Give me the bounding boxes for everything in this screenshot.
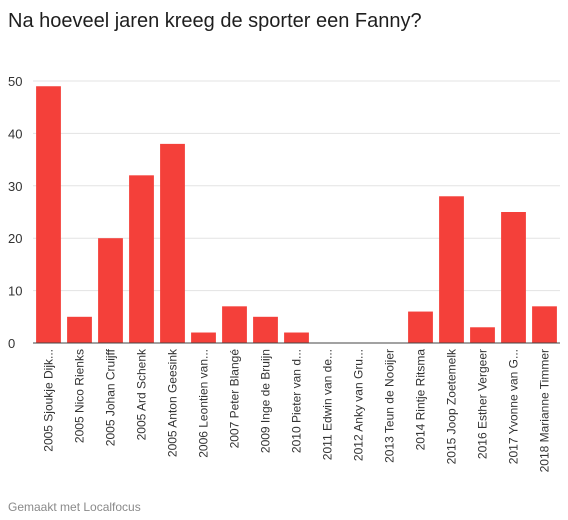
- y-tick-label: 50: [8, 74, 22, 89]
- x-tick-label: 2005 Sjoukje Dijk...: [42, 349, 56, 452]
- bar: [67, 316, 92, 343]
- bar: [408, 311, 433, 343]
- x-tick-label: 2018 Marianne Timmer: [538, 349, 552, 472]
- x-tick-label: 2015 Joop Zoetemelk: [445, 348, 459, 464]
- bar: [98, 238, 123, 343]
- bar: [501, 212, 526, 343]
- x-tick-label: 2014 Rintje Ritsma: [414, 349, 428, 451]
- bar: [284, 332, 309, 343]
- bar: [439, 196, 464, 343]
- y-tick-label: 0: [8, 336, 15, 351]
- gridlines: [33, 80, 560, 292]
- x-tick-label: 2011 Edwin van de...: [321, 349, 335, 460]
- bar: [532, 306, 557, 343]
- bars: [36, 86, 557, 344]
- y-axis-ticks: 0 10 20 30 40 50: [8, 74, 22, 351]
- bar-chart: 0 10 20 30 40 50 2005 Sjoukje Dijk... 2005 Nic…: [8, 74, 560, 472]
- x-tick-label: 2007 Peter Blangé: [228, 349, 242, 449]
- x-tick-label: 2005 Anton Geesink: [166, 348, 180, 457]
- x-tick-label: 2013 Teun de Nooijer: [383, 349, 397, 463]
- y-tick-label: 30: [8, 179, 22, 194]
- x-tick-label: 2005 Ard Schenk: [135, 348, 149, 440]
- bar: [160, 143, 185, 343]
- y-tick-label: 10: [8, 284, 22, 299]
- x-tick-label: 2006 Leontien van...: [197, 349, 211, 458]
- bar: [129, 175, 154, 343]
- x-tick-label: 2017 Yvonne van G...: [507, 349, 521, 464]
- x-tick-label: 2005 Nico Rienks: [73, 349, 87, 443]
- footer-credit: Gemaakt met Localfocus: [8, 500, 141, 514]
- x-tick-label: 2009 Inge de Bruijn: [259, 349, 273, 453]
- bar: [36, 86, 61, 344]
- x-tick-label: 2005 Johan Cruijff: [104, 348, 118, 446]
- y-tick-label: 40: [8, 126, 22, 141]
- bar: [253, 316, 278, 343]
- bar: [470, 327, 495, 343]
- bar: [191, 332, 216, 343]
- x-axis-labels: 2005 Sjoukje Dijk... 2005 Nico Rienks 2005…: [42, 348, 552, 472]
- x-tick-label: 2016 Esther Vergeer: [476, 349, 490, 459]
- x-tick-label: 2010 Pieter van d...: [290, 349, 304, 453]
- chart-title: Na hoeveel jaren kreeg de sporter een Fa…: [8, 10, 422, 32]
- x-tick-label: 2012 Anky van Gru...: [352, 349, 366, 461]
- bar: [222, 306, 247, 343]
- y-tick-label: 20: [8, 231, 22, 246]
